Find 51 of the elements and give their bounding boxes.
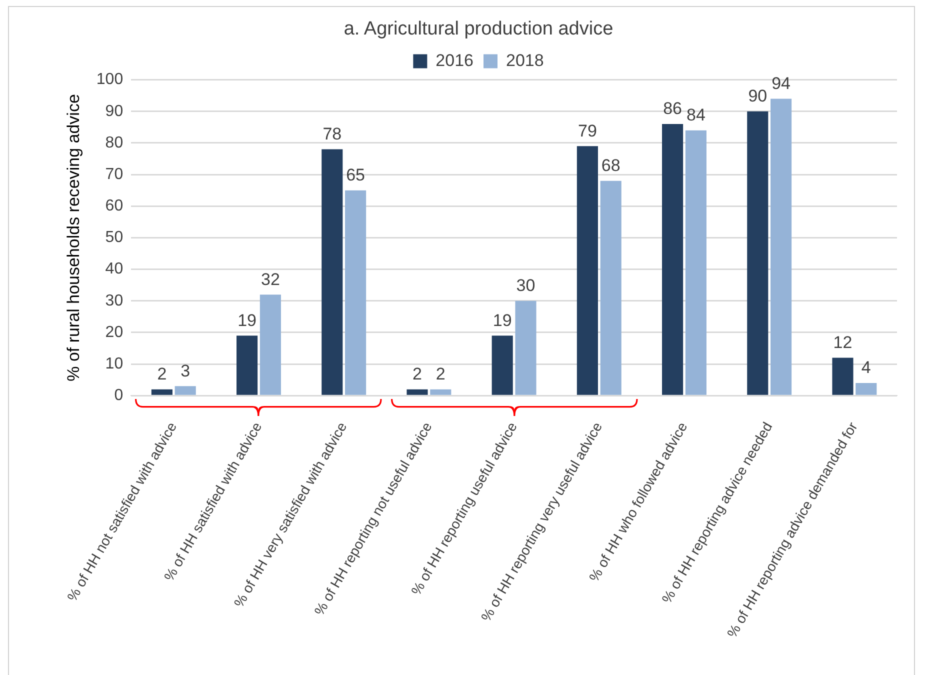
bar	[856, 383, 877, 395]
data-label: 84	[686, 106, 706, 125]
bar	[322, 149, 343, 395]
data-label: 79	[578, 121, 597, 140]
data-label: 2	[436, 364, 446, 384]
data-label: 90	[748, 86, 768, 106]
bar	[430, 389, 452, 395]
bar	[492, 336, 513, 395]
bar	[236, 336, 258, 395]
bar	[600, 180, 622, 395]
bar	[770, 98, 792, 395]
y-axis-title: % of rural households receving advice	[64, 94, 83, 382]
data-label: 19	[238, 310, 257, 330]
y-tick-label: 60	[105, 198, 124, 215]
bar	[832, 358, 854, 395]
data-label: 2	[157, 364, 167, 384]
data-label: 30	[516, 276, 536, 296]
data-label: 86	[663, 99, 682, 118]
y-tick-label: 10	[105, 355, 124, 372]
y-tick-label: 40	[105, 260, 124, 278]
data-label: 78	[322, 124, 342, 144]
legend-label: 2018	[506, 50, 544, 70]
data-label: 94	[772, 74, 791, 93]
data-label: 2	[412, 364, 422, 384]
y-tick-label: 80	[105, 134, 124, 152]
chart-title: a. Agricultural production advice	[344, 18, 614, 40]
y-tick-label: 90	[105, 102, 124, 120]
bar	[260, 294, 281, 395]
y-tick-label: 70	[105, 166, 124, 183]
bar	[576, 146, 598, 395]
y-tick-label: 20	[105, 324, 124, 341]
data-label: 12	[833, 332, 852, 352]
bar	[747, 111, 768, 395]
bar	[662, 124, 684, 395]
bar	[515, 300, 536, 395]
bar	[685, 130, 706, 395]
y-tick-label: 100	[96, 71, 124, 88]
y-tick-label: 50	[105, 229, 124, 246]
y-tick-label: 30	[105, 292, 124, 310]
bar	[174, 386, 196, 395]
data-label: 68	[601, 156, 620, 176]
bar	[151, 389, 172, 395]
bar	[406, 389, 428, 395]
data-label: 4	[861, 358, 871, 378]
data-label: 32	[260, 270, 280, 289]
data-label: 65	[346, 166, 366, 185]
legend-label: 2016	[436, 50, 474, 70]
data-label: 19	[492, 310, 512, 330]
y-tick-label: 0	[114, 387, 124, 404]
data-label: 3	[180, 361, 190, 380]
bar	[345, 190, 366, 395]
